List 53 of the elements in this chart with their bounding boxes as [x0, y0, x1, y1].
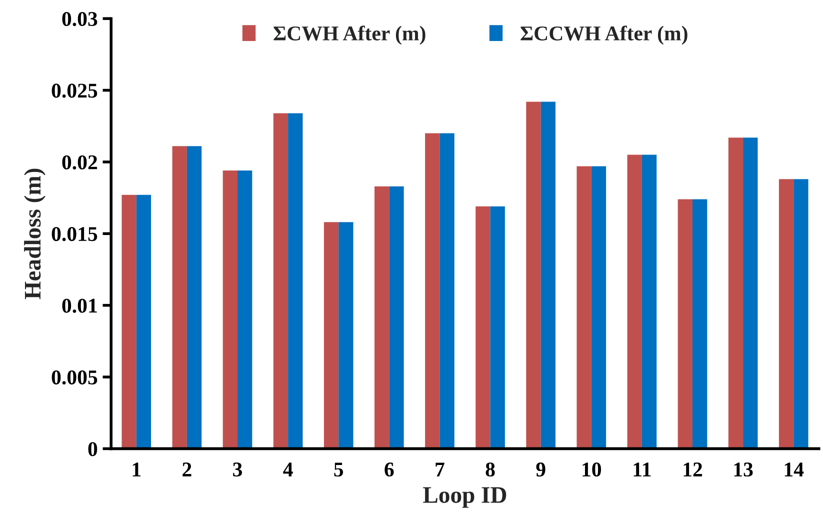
- bar: [576, 166, 592, 449]
- legend-label: ΣCWH After (m): [274, 26, 426, 45]
- x-tick-label: 10: [582, 462, 602, 477]
- bar: [540, 102, 556, 449]
- bar: [692, 199, 708, 449]
- x-tick-label: 6: [384, 462, 394, 477]
- y-tick-label: 0: [88, 442, 98, 456]
- x-tick-label: 14: [784, 462, 804, 476]
- bar: [136, 194, 152, 449]
- bar: [642, 154, 657, 449]
- x-tick-label: 11: [634, 462, 651, 476]
- bar: [237, 170, 252, 449]
- x-tick-label: 3: [233, 462, 242, 477]
- bar: [186, 146, 202, 449]
- x-tick-label: 1: [132, 462, 141, 476]
- bar: [743, 138, 758, 449]
- x-tick-label: 12: [684, 462, 702, 476]
- y-tick-label: 0.03: [62, 12, 98, 26]
- bar: [222, 170, 238, 449]
- bar: [273, 113, 288, 449]
- bar: [627, 154, 642, 449]
- y-tick-label: 0.01: [62, 298, 97, 313]
- bar: [389, 186, 404, 449]
- bar: [324, 222, 339, 449]
- bar: [794, 179, 808, 449]
- y-axis-title: Headloss (m): [24, 168, 46, 300]
- bar: [591, 166, 606, 449]
- bar: [778, 179, 794, 449]
- x-tick-label: 5: [334, 462, 344, 477]
- bar: [440, 133, 454, 449]
- bar: [338, 222, 354, 449]
- y-tick-label: 0.005: [52, 370, 98, 385]
- bar: [122, 194, 136, 449]
- x-tick-label: 13: [734, 462, 753, 477]
- x-tick-label: 9: [536, 462, 546, 477]
- bar: [728, 138, 744, 449]
- bar: [490, 206, 505, 449]
- y-tick-label: 0.015: [52, 227, 98, 242]
- y-tick-label: 0.025: [52, 84, 98, 98]
- y-tick-label: 0.02: [62, 155, 98, 170]
- bar: [172, 146, 187, 449]
- x-tick-label: 4: [283, 462, 293, 476]
- bar: [374, 186, 390, 449]
- bar: [476, 206, 490, 449]
- x-tick-label: 7: [436, 462, 444, 476]
- x-axis-title: Loop ID: [423, 487, 506, 508]
- legend-label: ΣCCWH After (m): [520, 26, 688, 45]
- x-tick-label: 2: [182, 462, 192, 476]
- bar: [678, 199, 692, 449]
- bar: [526, 102, 541, 449]
- bar: [288, 113, 303, 449]
- x-tick-label: 8: [486, 462, 495, 477]
- bar: [425, 133, 440, 449]
